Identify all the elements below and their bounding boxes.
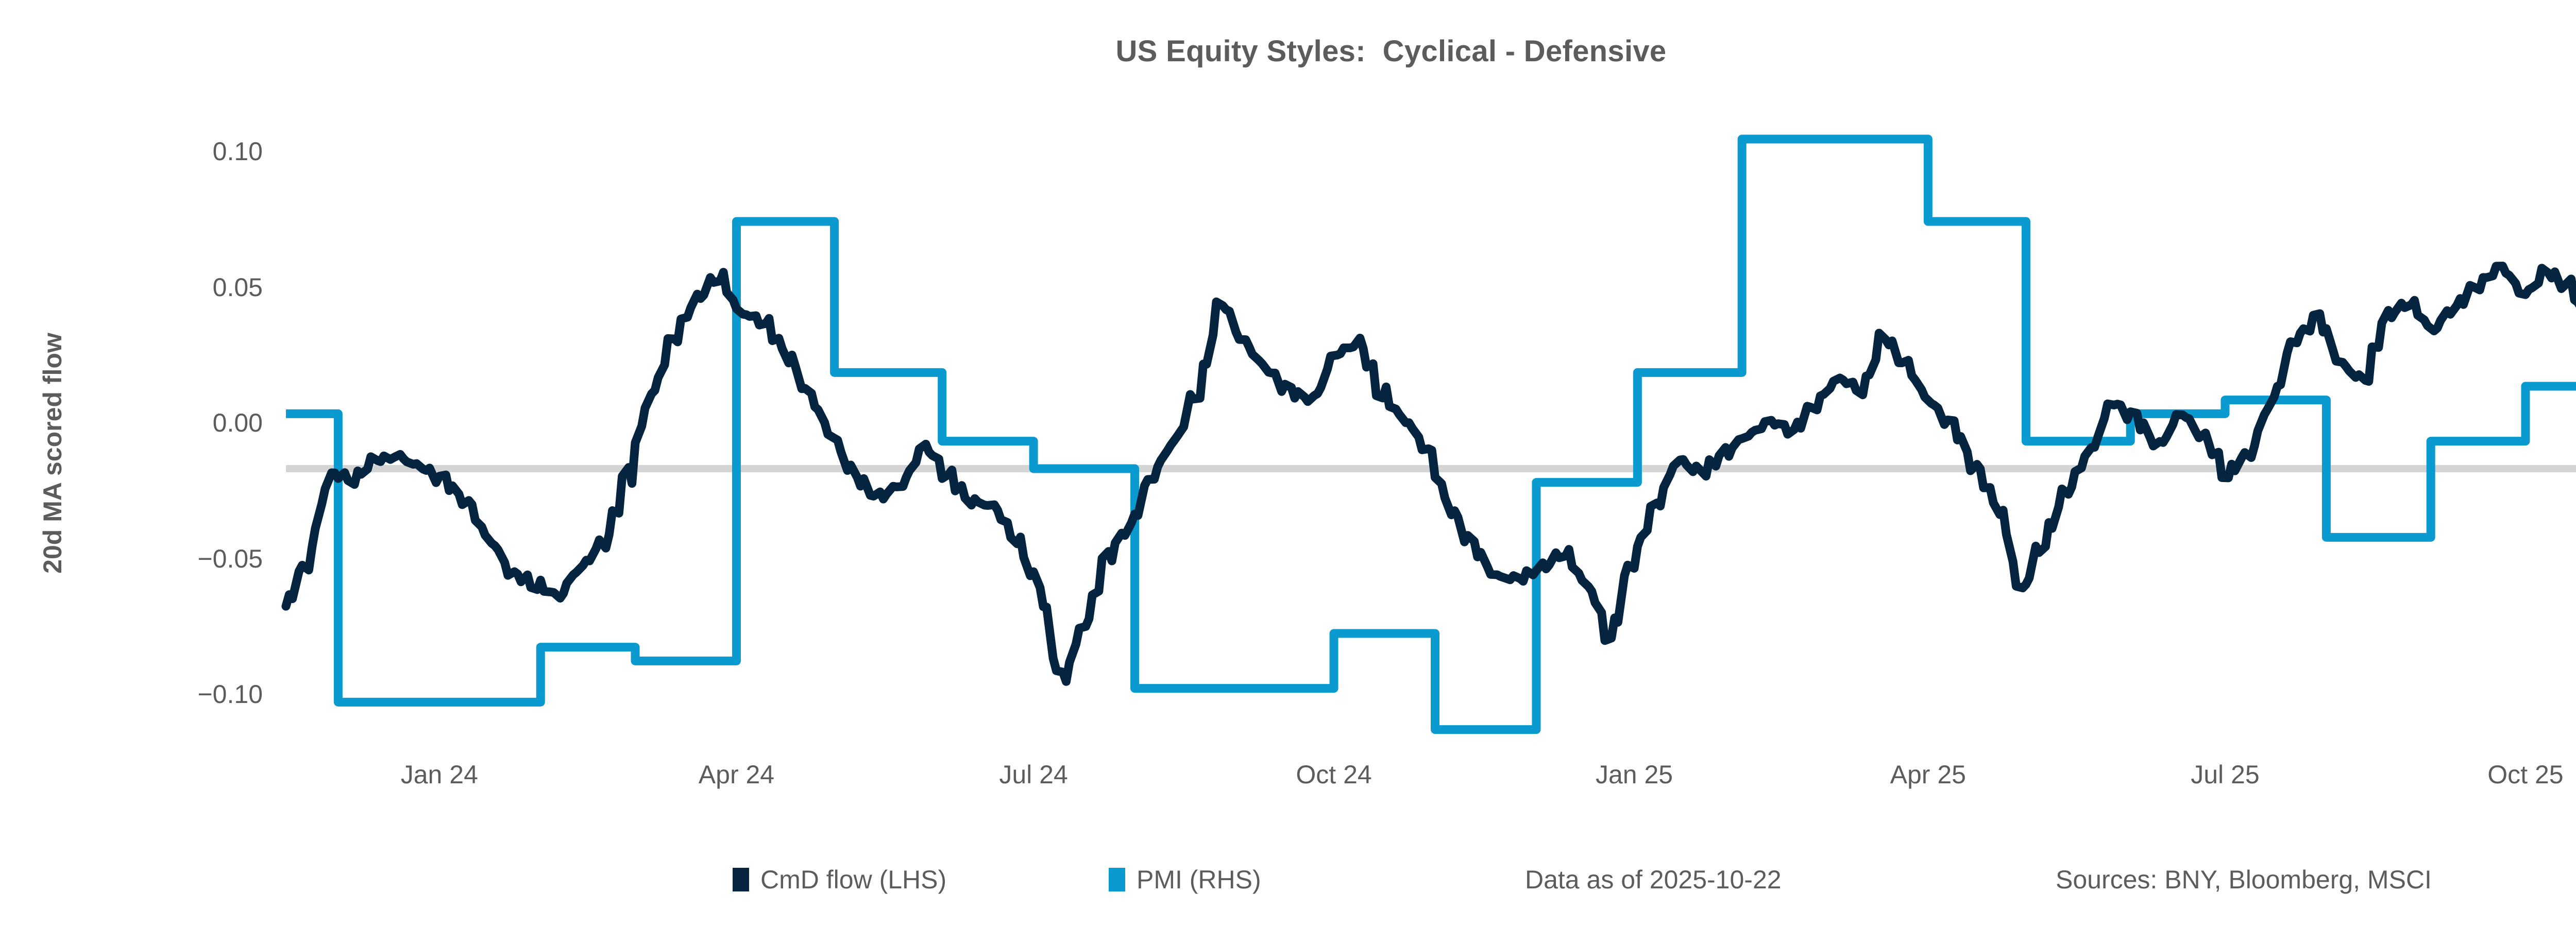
y-axis-left-tick-label: 0.05 bbox=[212, 272, 263, 302]
legend-item-cmd-flow[interactable]: CmD flow (LHS) bbox=[733, 859, 946, 900]
sources-label: Sources: BNY, Bloomberg, MSCI bbox=[2056, 865, 2432, 894]
pmi-series-line bbox=[286, 134, 2576, 734]
x-axis-tick-label: Oct 24 bbox=[1296, 760, 1372, 789]
y-axis-left-tick-label: −0.10 bbox=[197, 679, 263, 709]
x-axis-tick-label: Oct 25 bbox=[2487, 760, 2564, 789]
chart-title: US Equity Styles: Cyclical - Defensive bbox=[1115, 35, 1667, 68]
y-axis-left-tick-label: 0.00 bbox=[212, 408, 263, 438]
y-axis-left-tick-label: 0.10 bbox=[212, 137, 263, 166]
legend-swatch-pmi bbox=[1109, 868, 1125, 891]
x-axis-tick-label: Jan 24 bbox=[400, 760, 478, 789]
x-axis-tick-label: Jul 25 bbox=[2191, 760, 2260, 789]
y-axis-left-tick-label: −0.05 bbox=[197, 544, 263, 573]
legend-label-pmi: PMI (RHS) bbox=[1137, 865, 1261, 894]
chart-legend: CmD flow (LHS) PMI (RHS) bbox=[0, 859, 2576, 900]
data-as-of-label: Data as of 2025-10-22 bbox=[1525, 865, 1782, 894]
x-axis-tick-label: Jul 24 bbox=[999, 760, 1068, 789]
x-axis-tick-label: Apr 24 bbox=[698, 760, 775, 789]
legend-label-cmd-flow: CmD flow (LHS) bbox=[760, 865, 947, 894]
cmd-flow-series-line bbox=[281, 262, 2576, 686]
x-axis-tick-label: Jan 25 bbox=[1595, 760, 1673, 789]
x-axis-tick-label: Apr 25 bbox=[1890, 760, 1966, 789]
legend-swatch-cmd-flow bbox=[733, 868, 749, 891]
legend-item-pmi[interactable]: PMI (RHS) bbox=[1109, 859, 1261, 900]
